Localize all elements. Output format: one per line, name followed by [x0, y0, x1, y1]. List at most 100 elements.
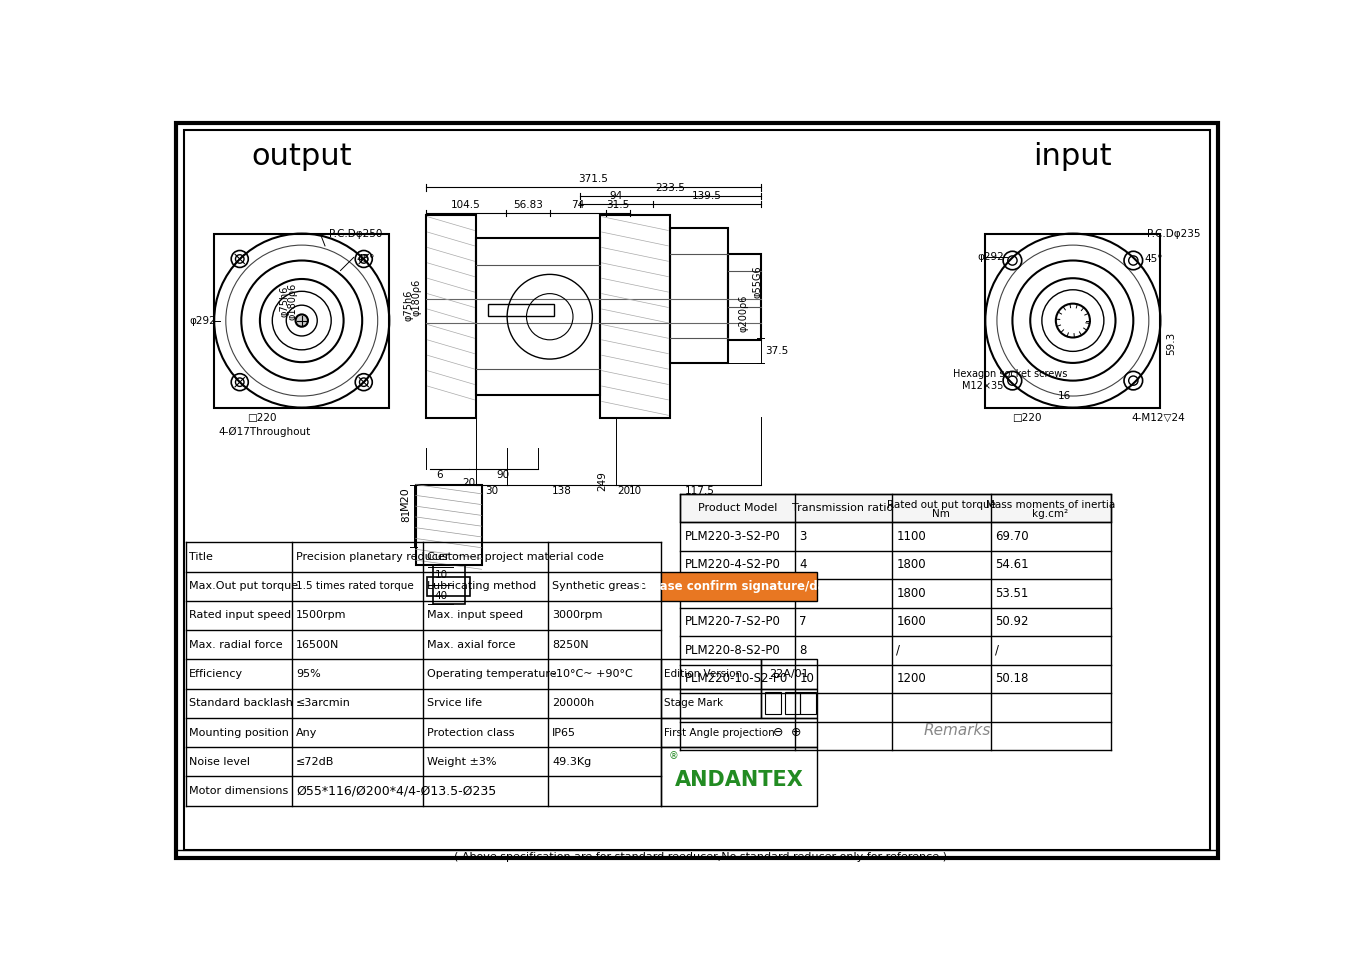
Text: 30: 30 — [486, 486, 498, 496]
Bar — [680, 494, 1111, 522]
Text: 50.18: 50.18 — [996, 672, 1028, 686]
Text: Lubricating method: Lubricating method — [427, 582, 536, 591]
Bar — [488, 304, 554, 316]
Text: Operating temperature: Operating temperature — [427, 669, 556, 679]
Text: 16: 16 — [1057, 391, 1070, 401]
Text: output: output — [252, 142, 352, 171]
Text: 56.83: 56.83 — [513, 200, 543, 210]
Text: Rated out put torque: Rated out put torque — [887, 500, 996, 510]
Text: Precision planetary reducer: Precision planetary reducer — [296, 552, 450, 562]
Text: 249: 249 — [597, 471, 608, 490]
Text: 45°: 45° — [1144, 254, 1163, 264]
Text: 22A/01: 22A/01 — [768, 669, 809, 679]
Text: Transmission ratio: Transmission ratio — [792, 503, 894, 513]
Text: φ75h6: φ75h6 — [280, 285, 290, 317]
Text: PLM220-8-S2-P0: PLM220-8-S2-P0 — [684, 644, 781, 656]
Text: Remarks: Remarks — [923, 723, 991, 739]
Text: ( Above specification are for standard reeducer,No standard reducer only for ref: ( Above specification are for standard r… — [454, 853, 947, 862]
Text: 104.5: 104.5 — [452, 200, 481, 210]
Text: 16500N: 16500N — [296, 640, 340, 650]
Bar — [432, 565, 465, 604]
Text: 7: 7 — [800, 616, 806, 628]
Text: ≤72dB: ≤72dB — [296, 756, 335, 767]
Text: 37.5: 37.5 — [766, 347, 789, 356]
Text: Motor dimensions: Motor dimensions — [189, 787, 288, 796]
Text: Any: Any — [296, 727, 318, 738]
Text: 40: 40 — [435, 591, 447, 601]
Text: Max. input speed: Max. input speed — [427, 611, 522, 620]
Bar — [661, 747, 817, 806]
Text: /: / — [996, 644, 1000, 656]
Text: 5: 5 — [800, 586, 806, 600]
Text: 49.3Kg: 49.3Kg — [552, 756, 592, 767]
Text: 4: 4 — [800, 558, 806, 571]
Text: 20: 20 — [617, 486, 630, 496]
Text: 95%: 95% — [296, 669, 321, 679]
Text: Mass moments of inertia: Mass moments of inertia — [986, 500, 1115, 510]
Bar — [762, 659, 817, 688]
Text: 6: 6 — [437, 470, 443, 481]
Text: Noise level: Noise level — [189, 756, 250, 767]
Text: Standard backlash: Standard backlash — [189, 698, 294, 708]
Text: Product Model: Product Model — [698, 503, 777, 513]
Text: ⊕: ⊕ — [790, 726, 801, 739]
Text: PLM220-3-S2-P0: PLM220-3-S2-P0 — [684, 529, 781, 543]
Text: 1500rpm: 1500rpm — [296, 611, 347, 620]
Text: 139.5: 139.5 — [691, 191, 721, 201]
Text: 233.5: 233.5 — [656, 183, 685, 193]
Text: □220: □220 — [248, 414, 277, 423]
Text: 1200: 1200 — [896, 672, 926, 686]
Text: 1800: 1800 — [896, 558, 926, 571]
Text: PLM220-7-S2-P0: PLM220-7-S2-P0 — [684, 616, 781, 628]
Text: 8: 8 — [800, 644, 806, 656]
Text: Mounting position: Mounting position — [189, 727, 290, 738]
Text: input: input — [1034, 142, 1112, 171]
Bar — [985, 234, 1160, 408]
Text: 4-Ø17Throughout: 4-Ø17Throughout — [218, 427, 310, 437]
Text: 54.61: 54.61 — [996, 558, 1030, 571]
Text: Srvice life: Srvice life — [427, 698, 481, 708]
Text: P.C.Dφ250: P.C.Dφ250 — [329, 228, 382, 239]
Bar — [661, 718, 817, 747]
Text: 90: 90 — [496, 470, 510, 481]
Text: /: / — [896, 644, 900, 656]
Text: Rated input speed: Rated input speed — [189, 611, 291, 620]
Text: □220: □220 — [1012, 414, 1042, 423]
Text: 10: 10 — [435, 570, 447, 581]
Text: φ75h6: φ75h6 — [404, 289, 413, 320]
Text: 81: 81 — [401, 509, 411, 522]
Circle shape — [295, 315, 307, 326]
Text: 1100: 1100 — [896, 529, 926, 543]
Text: φ180ρ6: φ180ρ6 — [287, 283, 298, 320]
Text: Ø55*116/Ø200*4/4-Ø13.5-Ø235: Ø55*116/Ø200*4/4-Ø13.5-Ø235 — [296, 785, 496, 797]
Text: ⊖: ⊖ — [772, 726, 783, 739]
Text: 74: 74 — [571, 200, 585, 210]
Text: 45°: 45° — [356, 254, 374, 264]
Text: 3000rpm: 3000rpm — [552, 611, 602, 620]
Bar — [600, 216, 670, 419]
Text: IP65: IP65 — [552, 727, 577, 738]
Text: 371.5: 371.5 — [578, 174, 608, 184]
Bar — [766, 692, 781, 714]
Text: Stage Mark: Stage Mark — [665, 698, 724, 708]
Text: PLM220-4-S2-P0: PLM220-4-S2-P0 — [684, 558, 781, 571]
Text: Synthetic grease: Synthetic grease — [552, 582, 646, 591]
Bar — [661, 572, 817, 601]
Text: First Angle projection: First Angle projection — [665, 727, 775, 738]
Text: 50.92: 50.92 — [996, 616, 1030, 628]
Text: 1.5 times rated torque: 1.5 times rated torque — [296, 582, 413, 591]
Text: 1600: 1600 — [896, 616, 926, 628]
Text: 59.3: 59.3 — [1167, 332, 1176, 355]
Text: PLM220-10-S2-P0: PLM220-10-S2-P0 — [684, 672, 787, 686]
Text: 20000h: 20000h — [552, 698, 594, 708]
Bar — [762, 688, 817, 718]
Text: 3: 3 — [800, 529, 806, 543]
Text: Weight ±3%: Weight ±3% — [427, 756, 496, 767]
Text: Nm: Nm — [932, 509, 951, 519]
Bar — [728, 253, 760, 340]
Text: Title: Title — [189, 552, 214, 562]
Text: 8250N: 8250N — [552, 640, 589, 650]
Text: -10°C~ +90°C: -10°C~ +90°C — [552, 669, 632, 679]
Text: 94: 94 — [609, 191, 623, 201]
Bar — [416, 485, 481, 565]
